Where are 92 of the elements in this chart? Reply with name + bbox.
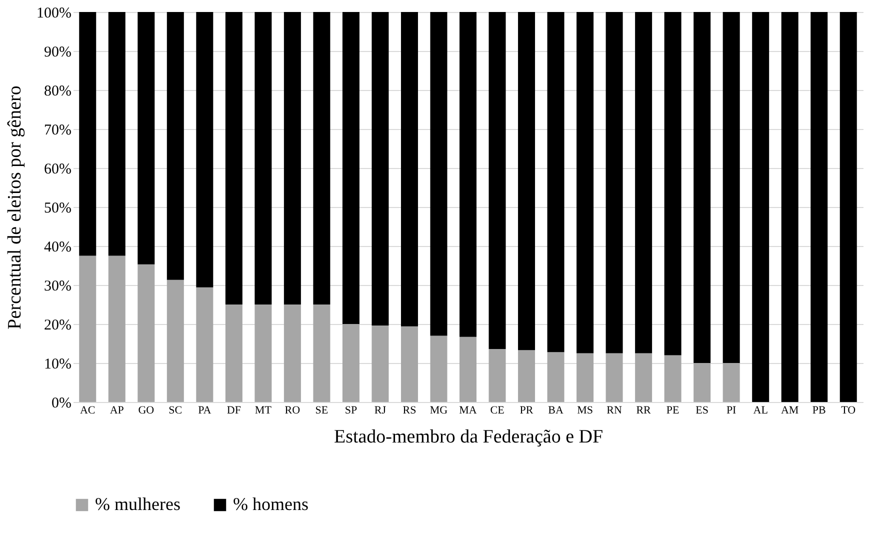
x-tick-label: AC [80, 404, 96, 416]
y-tick-label: 20% [44, 318, 72, 334]
y-tick-label: 80% [44, 84, 72, 100]
bar [694, 363, 711, 402]
bar [138, 264, 155, 402]
y-tick-label: 40% [44, 240, 72, 256]
bar [810, 12, 828, 402]
x-tick-label: RS [402, 404, 416, 416]
x-tick-label: SE [315, 404, 328, 416]
bar [254, 304, 272, 402]
legend-label: % mulheres [95, 494, 180, 514]
x-tick-label: MA [459, 404, 477, 416]
bar [400, 326, 418, 402]
x-tick-label: MT [254, 404, 272, 416]
bar [166, 12, 184, 280]
bar [840, 12, 857, 402]
bar [606, 12, 623, 354]
bar [460, 12, 476, 337]
bar [635, 12, 652, 354]
bar [166, 280, 184, 402]
bar [430, 12, 448, 336]
bar [225, 304, 242, 402]
x-tick-label: BA [548, 404, 564, 416]
x-axis-title: Estado-membro da Federação e DF [334, 426, 604, 448]
legend-label: % homens [233, 494, 308, 514]
y-tick-label: 50% [44, 200, 72, 216]
bar [138, 12, 155, 264]
x-tick-label: PI [726, 404, 737, 416]
bar [722, 12, 740, 363]
bar [664, 355, 682, 402]
y-tick-label: 90% [44, 44, 72, 60]
bar [606, 353, 623, 402]
x-tick-label: SP [344, 404, 358, 416]
bar [460, 336, 476, 402]
x-tick-label: ES [696, 404, 708, 416]
bar [722, 363, 740, 402]
bar [284, 12, 301, 304]
bar [547, 12, 564, 352]
bar [342, 12, 360, 324]
y-axis-title: Percentual de eleitos por gênero [4, 86, 26, 330]
bar [781, 12, 798, 402]
x-tick-label: CE [490, 404, 505, 416]
bar [108, 256, 126, 402]
bar [196, 287, 214, 402]
bar [694, 12, 711, 363]
y-tick-label: 10% [44, 356, 72, 372]
bar [576, 353, 594, 402]
y-tick-label: 100% [36, 6, 72, 22]
x-tick-label: AM [780, 404, 799, 416]
bar [518, 12, 536, 350]
bar [79, 256, 96, 402]
bar [635, 353, 652, 402]
bar [225, 12, 242, 304]
bar [79, 12, 96, 256]
bar [430, 336, 448, 402]
bar [488, 12, 506, 349]
x-tick-label: RR [636, 404, 652, 416]
y-tick-label: 70% [44, 122, 72, 138]
y-tick-label: 0% [52, 396, 72, 412]
x-tick-label: RN [606, 404, 622, 416]
bar [547, 352, 564, 402]
bar [372, 12, 389, 326]
x-tick-label: SC [168, 404, 182, 416]
bar [313, 12, 330, 304]
bar [196, 12, 214, 288]
bar [108, 12, 126, 256]
x-tick-label: TO [841, 404, 856, 416]
x-tick-label: PR [520, 404, 534, 416]
x-tick-label: PA [198, 404, 212, 416]
bar [664, 12, 682, 356]
x-tick-label: DF [226, 404, 241, 416]
bar [254, 12, 272, 304]
x-tick-label: GO [138, 404, 154, 416]
bar [313, 304, 330, 402]
x-tick-label: AL [753, 404, 768, 416]
x-tick-label: PE [666, 404, 680, 416]
bar [488, 348, 506, 402]
x-tick-label: RO [284, 404, 300, 416]
x-tick-label: PB [812, 404, 826, 416]
y-tick-label: 30% [44, 278, 72, 294]
x-tick-label: RJ [374, 404, 387, 416]
bar [518, 350, 536, 402]
x-tick-label: MS [577, 404, 593, 416]
bar [752, 12, 770, 402]
y-tick-label: 60% [44, 162, 72, 178]
bar [576, 12, 594, 354]
bar [342, 324, 360, 402]
x-tick-label: AP [110, 404, 124, 416]
bar [400, 12, 418, 326]
x-tick-label: MG [430, 404, 448, 416]
bar [372, 326, 389, 402]
bar [284, 304, 301, 402]
